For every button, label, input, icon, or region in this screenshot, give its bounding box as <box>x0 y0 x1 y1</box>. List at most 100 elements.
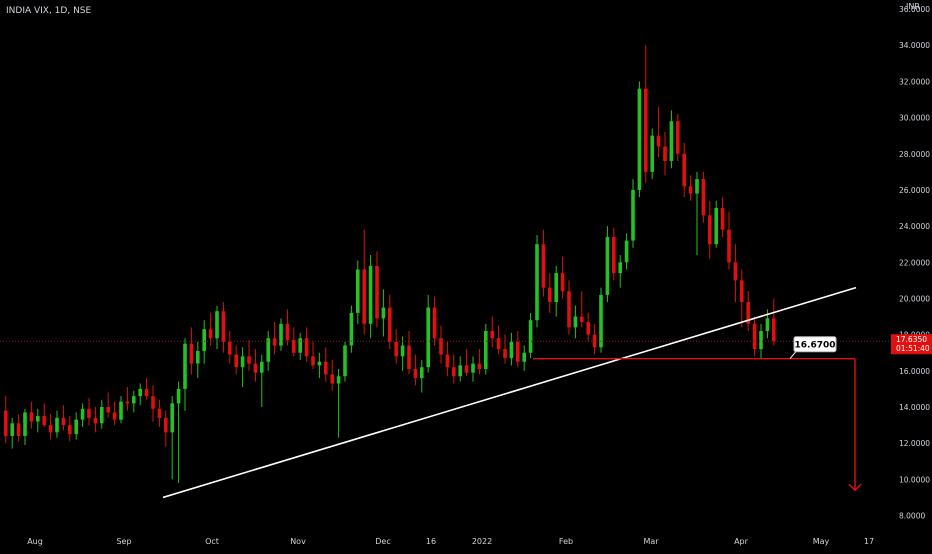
candle-body <box>29 412 34 422</box>
candle-body <box>400 345 405 357</box>
candle-body <box>644 88 648 172</box>
candle-body <box>458 365 462 377</box>
candle-body <box>183 343 187 389</box>
candle-body <box>759 331 763 350</box>
candle-body <box>16 423 21 436</box>
candle-body <box>170 403 174 433</box>
candle-body <box>624 240 629 263</box>
candle-body <box>599 294 603 348</box>
candle-body <box>247 356 251 364</box>
x-tick-label: Oct <box>205 537 219 546</box>
candles-group <box>4 45 776 483</box>
candle-body <box>343 345 347 377</box>
candle-body <box>132 396 136 404</box>
x-tick-label: May <box>813 537 830 546</box>
y-tick-label: 14.0000 <box>899 403 930 412</box>
x-tick-label: Nov <box>290 537 306 546</box>
candle-body <box>605 236 610 295</box>
candle-body <box>452 367 456 377</box>
candle-body <box>157 408 162 418</box>
candle-body <box>87 408 91 418</box>
candle-body <box>637 88 642 190</box>
candle-body <box>42 416 46 426</box>
candle-body <box>394 341 398 357</box>
candle-body <box>682 153 686 187</box>
candle-body <box>336 376 341 384</box>
candle-body <box>138 388 142 397</box>
candle-body <box>439 338 443 355</box>
candle-body <box>228 341 232 355</box>
support-callout-box <box>793 336 837 353</box>
candle-body <box>112 412 117 420</box>
x-tick-label: 17 <box>864 537 874 546</box>
candle-body <box>74 419 78 435</box>
candle-body <box>407 345 411 370</box>
candle-body <box>528 320 533 353</box>
candle-body <box>535 244 539 321</box>
currency-label: INR <box>906 2 920 11</box>
candle-body <box>253 363 258 373</box>
candle-body <box>669 121 674 161</box>
candle-body <box>381 307 386 319</box>
candle-body <box>522 352 526 362</box>
symbol-label: INDIA VIX, 1D, NSE <box>6 6 92 16</box>
countdown-label: 01:51:40 <box>896 344 930 353</box>
support-callout-label: 16.6700 <box>795 341 836 351</box>
candle-body <box>554 273 558 303</box>
candle-body <box>663 146 667 161</box>
candle-body <box>260 361 264 373</box>
candle-body <box>317 361 322 366</box>
candle-body <box>176 388 181 404</box>
candle-body <box>144 388 149 397</box>
last-price-label: 17.6350 <box>896 335 927 344</box>
candle-body <box>324 361 328 375</box>
candle-body <box>304 338 309 357</box>
candle-body <box>752 323 757 350</box>
candle-body <box>746 302 750 324</box>
candle-body <box>740 280 744 303</box>
candle-body <box>477 363 482 370</box>
candle-body <box>221 311 226 342</box>
candle-body <box>509 341 514 359</box>
candle-body <box>208 329 213 339</box>
candle-body <box>656 135 661 147</box>
trendline <box>162 286 857 499</box>
candle-body <box>330 374 334 384</box>
candle-body <box>695 179 699 194</box>
y-tick-label: 10.0000 <box>899 475 930 484</box>
x-tick-label: Apr <box>734 537 749 546</box>
candle-body <box>765 318 770 332</box>
x-tick-label: Dec <box>375 537 390 546</box>
candle-body <box>727 229 731 263</box>
candle-body <box>484 331 488 370</box>
candle-body <box>375 265 379 319</box>
x-tick-label: Aug <box>27 537 43 546</box>
y-tick-label: 30.0000 <box>899 114 930 123</box>
candle-body <box>688 186 693 194</box>
candle-body <box>368 265 373 324</box>
candle-body <box>10 423 14 436</box>
drawings-group: 16.6700 <box>0 286 890 499</box>
candle-body <box>432 307 437 339</box>
candle-body <box>196 350 200 364</box>
candle-body <box>272 338 277 346</box>
candle-body <box>420 367 424 379</box>
candle-body <box>266 338 270 362</box>
candle-body <box>240 356 245 368</box>
candle-body <box>298 338 302 353</box>
y-tick-label: 8.0000 <box>899 512 925 521</box>
candle-body <box>388 307 392 342</box>
candle-body <box>772 318 776 342</box>
candle-body <box>445 354 450 368</box>
candle-body <box>215 311 219 339</box>
candle-body <box>189 343 194 364</box>
candle-body <box>93 417 98 424</box>
candle-body <box>701 179 706 216</box>
x-tick-label: 2022 <box>472 537 492 546</box>
candle-body <box>464 365 469 373</box>
y-tick-label: 34.0000 <box>899 41 930 50</box>
y-tick-label: 24.0000 <box>899 222 930 231</box>
